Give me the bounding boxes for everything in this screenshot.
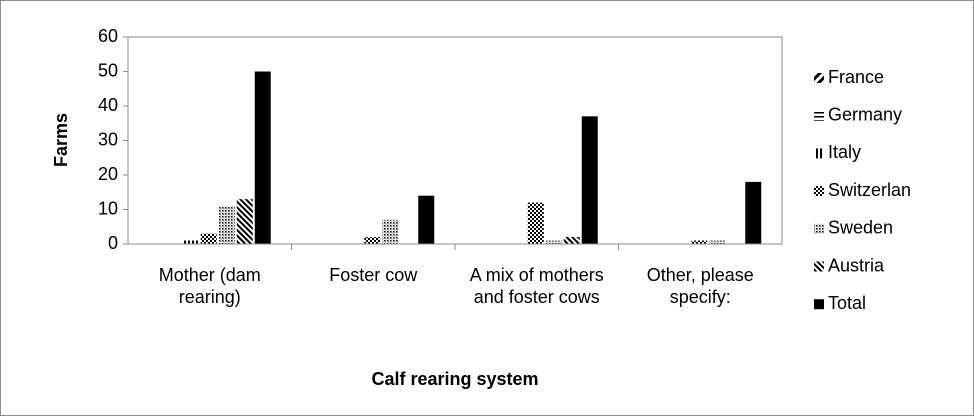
bar (364, 237, 381, 244)
bar (563, 237, 580, 244)
x-tick-label: A mix of mothers and foster cows (469, 265, 604, 307)
legend-swatch (814, 148, 824, 159)
y-tick-label: 50 (98, 60, 118, 80)
legend-label: Switzerlan (828, 180, 911, 200)
bar (200, 233, 217, 244)
legend-swatch (814, 186, 824, 197)
bar (581, 116, 598, 244)
y-tick-label: 30 (98, 129, 118, 149)
legend-swatch (814, 110, 824, 121)
y-tick-label: 60 (98, 26, 118, 46)
legend-swatch (814, 73, 824, 83)
bar (218, 206, 235, 244)
bar (691, 240, 708, 244)
y-tick-label: 40 (98, 95, 118, 115)
bar (527, 202, 544, 244)
legend-swatch (814, 223, 824, 234)
y-tick-label: 10 (98, 198, 118, 218)
y-tick-label: 0 (108, 233, 118, 253)
legend-swatch (814, 261, 824, 272)
legend-label: Italy (828, 142, 861, 162)
legend-swatch (814, 299, 824, 310)
bar (236, 199, 253, 244)
x-tick-label: Other, please specify: (646, 265, 754, 307)
legend-label: Sweden (828, 218, 893, 238)
bar (254, 71, 271, 244)
x-tick-label: Foster cow (329, 265, 418, 285)
bar (709, 240, 726, 244)
legend-label: Total (828, 293, 866, 313)
x-axis-title: Calf rearing system (371, 369, 538, 389)
bar (545, 240, 562, 244)
bar (182, 240, 199, 244)
y-tick-label: 20 (98, 164, 118, 184)
legend-label: Austria (828, 255, 885, 275)
bar (382, 219, 399, 244)
bar (745, 181, 762, 244)
legend-label: France (828, 67, 884, 87)
bar (418, 195, 435, 244)
y-axis-title: Farms (51, 113, 71, 167)
legend-label: Germany (828, 104, 902, 124)
x-tick-label: Mother (dam rearing) (158, 265, 261, 307)
